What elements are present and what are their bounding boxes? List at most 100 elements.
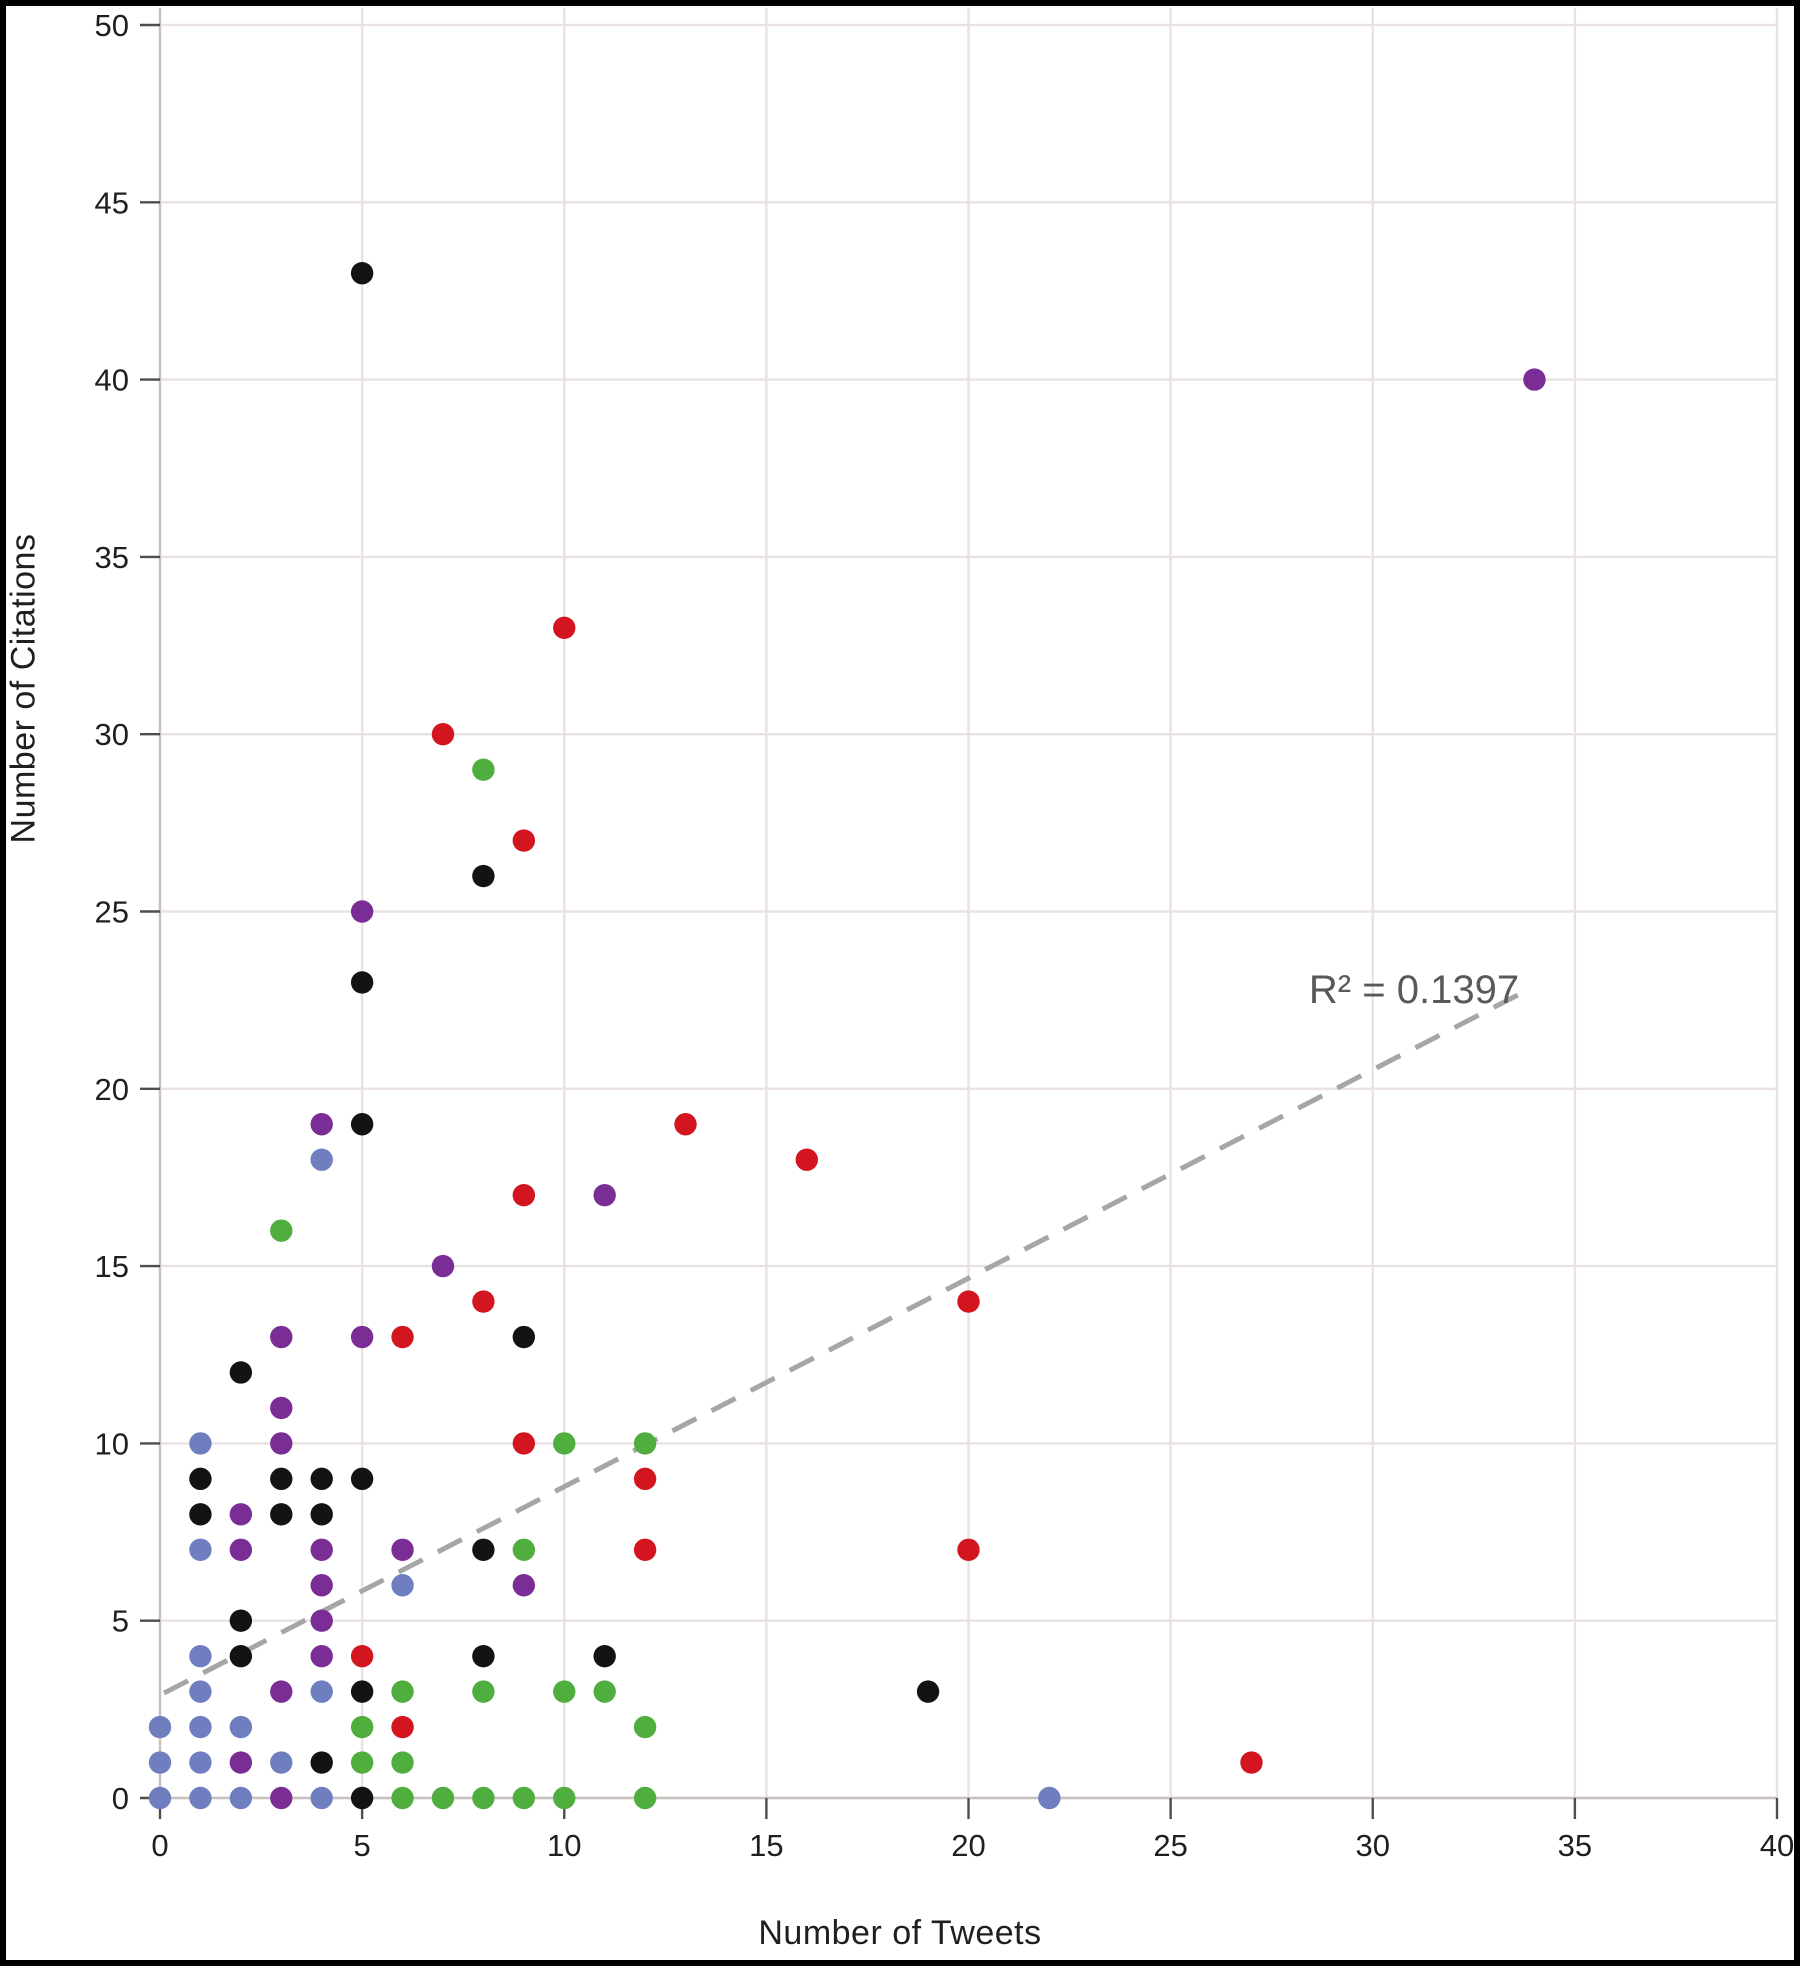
data-point-red (674, 1113, 697, 1136)
data-point-green (593, 1680, 616, 1703)
data-point-blue (189, 1644, 212, 1668)
data-point-blue (148, 1751, 172, 1774)
x-tick-label: 25 (1153, 1828, 1187, 1863)
x-tick-label: 0 (151, 1828, 168, 1863)
data-point-black (472, 864, 495, 888)
data-point-green (431, 1786, 455, 1810)
data-point-black (512, 1325, 536, 1349)
data-point-blue (189, 1680, 212, 1703)
data-point-red (1240, 1751, 1263, 1774)
data-point-black (350, 1680, 374, 1703)
data-point-red (472, 1290, 495, 1313)
data-point-blue (189, 1751, 212, 1774)
data-point-black (472, 1644, 495, 1668)
data-point-red (512, 829, 536, 852)
data-point-green (553, 1432, 576, 1455)
data-point-black (229, 1644, 253, 1668)
data-point-red (957, 1290, 980, 1313)
y-tick-label: 50 (95, 8, 129, 43)
data-point-black (350, 262, 374, 285)
data-point-blue (189, 1538, 212, 1561)
y-tick-label: 10 (95, 1426, 129, 1461)
data-point-red (391, 1715, 414, 1739)
data-point-black (270, 1503, 293, 1526)
data-point-green (270, 1219, 293, 1242)
r-squared-annotation: R² = 0.1397 (1308, 968, 1520, 1012)
data-point-purple (229, 1538, 253, 1561)
data-point-green (633, 1786, 657, 1810)
x-tick-label: 15 (749, 1828, 783, 1863)
data-point-red (512, 1432, 536, 1455)
y-tick-label: 40 (95, 363, 129, 398)
data-point-red (391, 1325, 414, 1349)
x-tick-label: 20 (951, 1828, 985, 1863)
data-point-blue (189, 1786, 212, 1810)
data-point-purple (512, 1574, 536, 1597)
x-tick-label: 35 (1558, 1828, 1592, 1863)
data-point-purple (270, 1786, 293, 1810)
data-point-purple (310, 1538, 333, 1561)
data-point-purple (270, 1432, 293, 1455)
data-point-green (350, 1715, 374, 1739)
data-point-blue (310, 1148, 333, 1171)
data-point-purple (270, 1396, 293, 1420)
data-point-red (431, 723, 455, 746)
x-tick-label: 30 (1356, 1828, 1390, 1863)
y-tick-label: 15 (95, 1249, 129, 1284)
data-point-green (391, 1680, 414, 1703)
data-point-black (350, 1113, 374, 1136)
x-tick-label: 40 (1760, 1828, 1794, 1863)
data-point-green (553, 1680, 576, 1703)
data-point-red (512, 1183, 536, 1207)
data-point-purple (229, 1503, 253, 1526)
y-tick-label: 20 (95, 1072, 129, 1107)
scatter-plot-area: 0 5 10 15 20 25 30 35 40 0 5 10 15 20 25 30 35 40 45 50 (95, 8, 1794, 1863)
data-point-purple (391, 1538, 414, 1561)
data-point-black (593, 1644, 616, 1668)
y-tick-label: 35 (95, 540, 129, 575)
data-point-green (553, 1786, 576, 1810)
data-point-black (310, 1751, 333, 1774)
data-point-red (957, 1538, 980, 1561)
data-point-green (633, 1715, 657, 1739)
data-point-blue (310, 1786, 333, 1810)
trendline-dashed (162, 987, 1530, 1696)
data-point-green (633, 1432, 657, 1455)
data-point-black (916, 1680, 940, 1703)
data-point-purple (229, 1751, 253, 1774)
data-point-red (553, 616, 576, 640)
data-point-purple (310, 1113, 333, 1136)
data-point-blue (189, 1432, 212, 1455)
data-point-green (512, 1538, 536, 1561)
data-point-green (512, 1786, 536, 1810)
data-point-green (391, 1786, 414, 1810)
data-point-green (472, 1786, 495, 1810)
data-point-black (310, 1503, 333, 1526)
data-point-purple (310, 1644, 333, 1668)
data-point-purple (350, 1325, 374, 1349)
data-point-purple (1523, 368, 1546, 391)
data-point-black (472, 1538, 495, 1561)
data-point-black (229, 1609, 253, 1632)
data-point-black (189, 1503, 212, 1526)
data-point-blue (189, 1715, 212, 1739)
data-point-black (229, 1361, 253, 1384)
data-point-black (350, 1467, 374, 1491)
data-point-green (391, 1751, 414, 1774)
data-point-black (270, 1467, 293, 1491)
data-point-red (350, 1644, 374, 1668)
data-point-blue (310, 1680, 333, 1703)
data-point-green (472, 1680, 495, 1703)
y-tick-label: 25 (95, 895, 129, 930)
data-point-black (189, 1467, 212, 1491)
data-point-red (633, 1467, 657, 1491)
x-tick-label: 5 (354, 1828, 371, 1863)
data-point-red (633, 1538, 657, 1561)
data-point-blue (229, 1715, 253, 1739)
data-point-purple (593, 1183, 616, 1207)
y-tick-label: 45 (95, 185, 129, 220)
data-point-purple (270, 1325, 293, 1349)
data-point-purple (310, 1609, 333, 1632)
data-point-purple (310, 1574, 333, 1597)
